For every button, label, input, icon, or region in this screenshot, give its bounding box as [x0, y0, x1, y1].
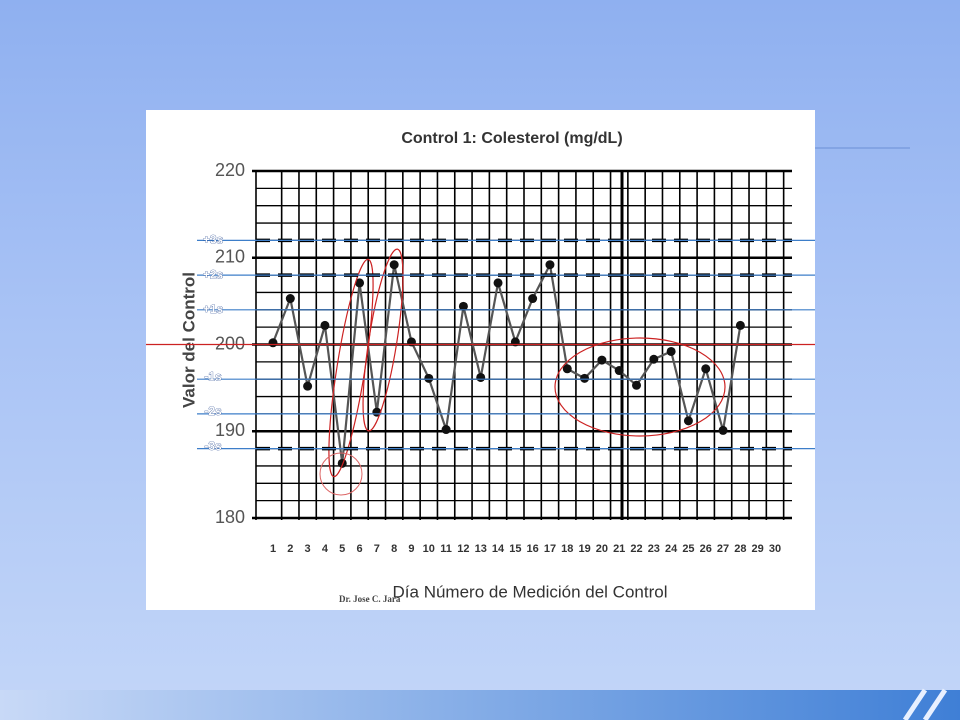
y-tick-label: 180: [215, 507, 245, 527]
x-tick-label: 23: [648, 543, 660, 555]
data-point: [666, 346, 676, 356]
data-point: [528, 294, 538, 304]
data-point: [597, 355, 607, 365]
data-point: [683, 416, 693, 426]
data-point: [441, 425, 451, 435]
x-tick-label: 24: [665, 543, 678, 555]
x-tick-label: 29: [752, 543, 764, 555]
x-tick-label: 9: [408, 543, 414, 555]
x-tick-label: 21: [613, 543, 625, 555]
data-point: [303, 381, 313, 391]
data-point: [562, 364, 572, 374]
data-point: [718, 425, 728, 435]
y-axis-title: Valor del Control: [179, 272, 198, 408]
footer-bar: [0, 690, 960, 720]
x-tick-label: 28: [734, 543, 746, 555]
x-tick-label: 17: [544, 543, 556, 555]
data-point: [337, 458, 347, 468]
x-tick-label: 18: [561, 543, 573, 555]
data-point: [285, 294, 295, 304]
data-point: [458, 301, 468, 311]
data-point: [632, 380, 642, 390]
y-tick-label: 200: [215, 333, 245, 353]
x-tick-label: 7: [374, 543, 380, 555]
data-point: [735, 320, 745, 330]
x-tick-label: 8: [391, 543, 397, 555]
x-tick-label: 20: [596, 543, 608, 555]
x-tick-label: 10: [423, 543, 435, 555]
x-tick-label: 15: [509, 543, 521, 555]
limit-label: +2s: [203, 267, 224, 281]
data-point: [268, 338, 278, 348]
limit-label: -1s: [204, 369, 222, 383]
x-tick-label: 22: [630, 543, 642, 555]
x-tick-label: 16: [527, 543, 539, 555]
data-point: [355, 278, 365, 288]
limit-label: +3s: [203, 233, 224, 247]
annotation-ellipse: [362, 248, 404, 432]
credit: Dr. Jose C. Jara: [339, 594, 401, 604]
x-tick-label: 27: [717, 543, 729, 555]
data-point: [476, 372, 486, 382]
x-axis-title: Día Número de Medición del Control: [393, 582, 668, 601]
series-line: [271, 261, 742, 464]
x-tick-label: 4: [322, 543, 329, 555]
data-point: [493, 278, 503, 288]
x-tick-label: 6: [356, 543, 362, 555]
chart-title: Control 1: Colesterol (mg/dL): [401, 130, 622, 147]
x-tick-label: 26: [700, 543, 712, 555]
x-tick-label: 3: [305, 543, 311, 555]
x-tick-label: 5: [339, 543, 345, 555]
x-tick-label: 11: [440, 543, 452, 555]
data-point: [701, 364, 711, 374]
data-point: [424, 373, 434, 383]
y-tick-label: 190: [215, 420, 245, 440]
x-tick-label: 14: [492, 543, 505, 555]
data-point: [389, 260, 399, 270]
x-tick-label: 25: [682, 543, 694, 555]
y-tick-label: 220: [215, 160, 245, 180]
limit-label: -3s: [204, 439, 222, 453]
data-point: [545, 260, 555, 270]
x-tick-label: 19: [578, 543, 590, 555]
x-tick-label: 2: [287, 543, 293, 555]
annotation-circle: [319, 452, 363, 496]
x-tick-label: 13: [475, 543, 487, 555]
x-tick-label: 12: [457, 543, 469, 555]
data-point: [649, 354, 659, 364]
data-point: [614, 366, 624, 376]
x-tick-label: 1: [270, 543, 276, 555]
limit-label: -2s: [204, 404, 222, 418]
footer-chevron: [902, 688, 948, 720]
data-point: [580, 373, 590, 383]
chart-panel: [146, 110, 815, 610]
annotation-ellipse: [554, 337, 726, 437]
x-tick-label: 30: [769, 543, 781, 555]
limit-label: +1s: [203, 302, 224, 316]
y-tick-label: 210: [215, 247, 245, 267]
data-point: [320, 320, 330, 330]
